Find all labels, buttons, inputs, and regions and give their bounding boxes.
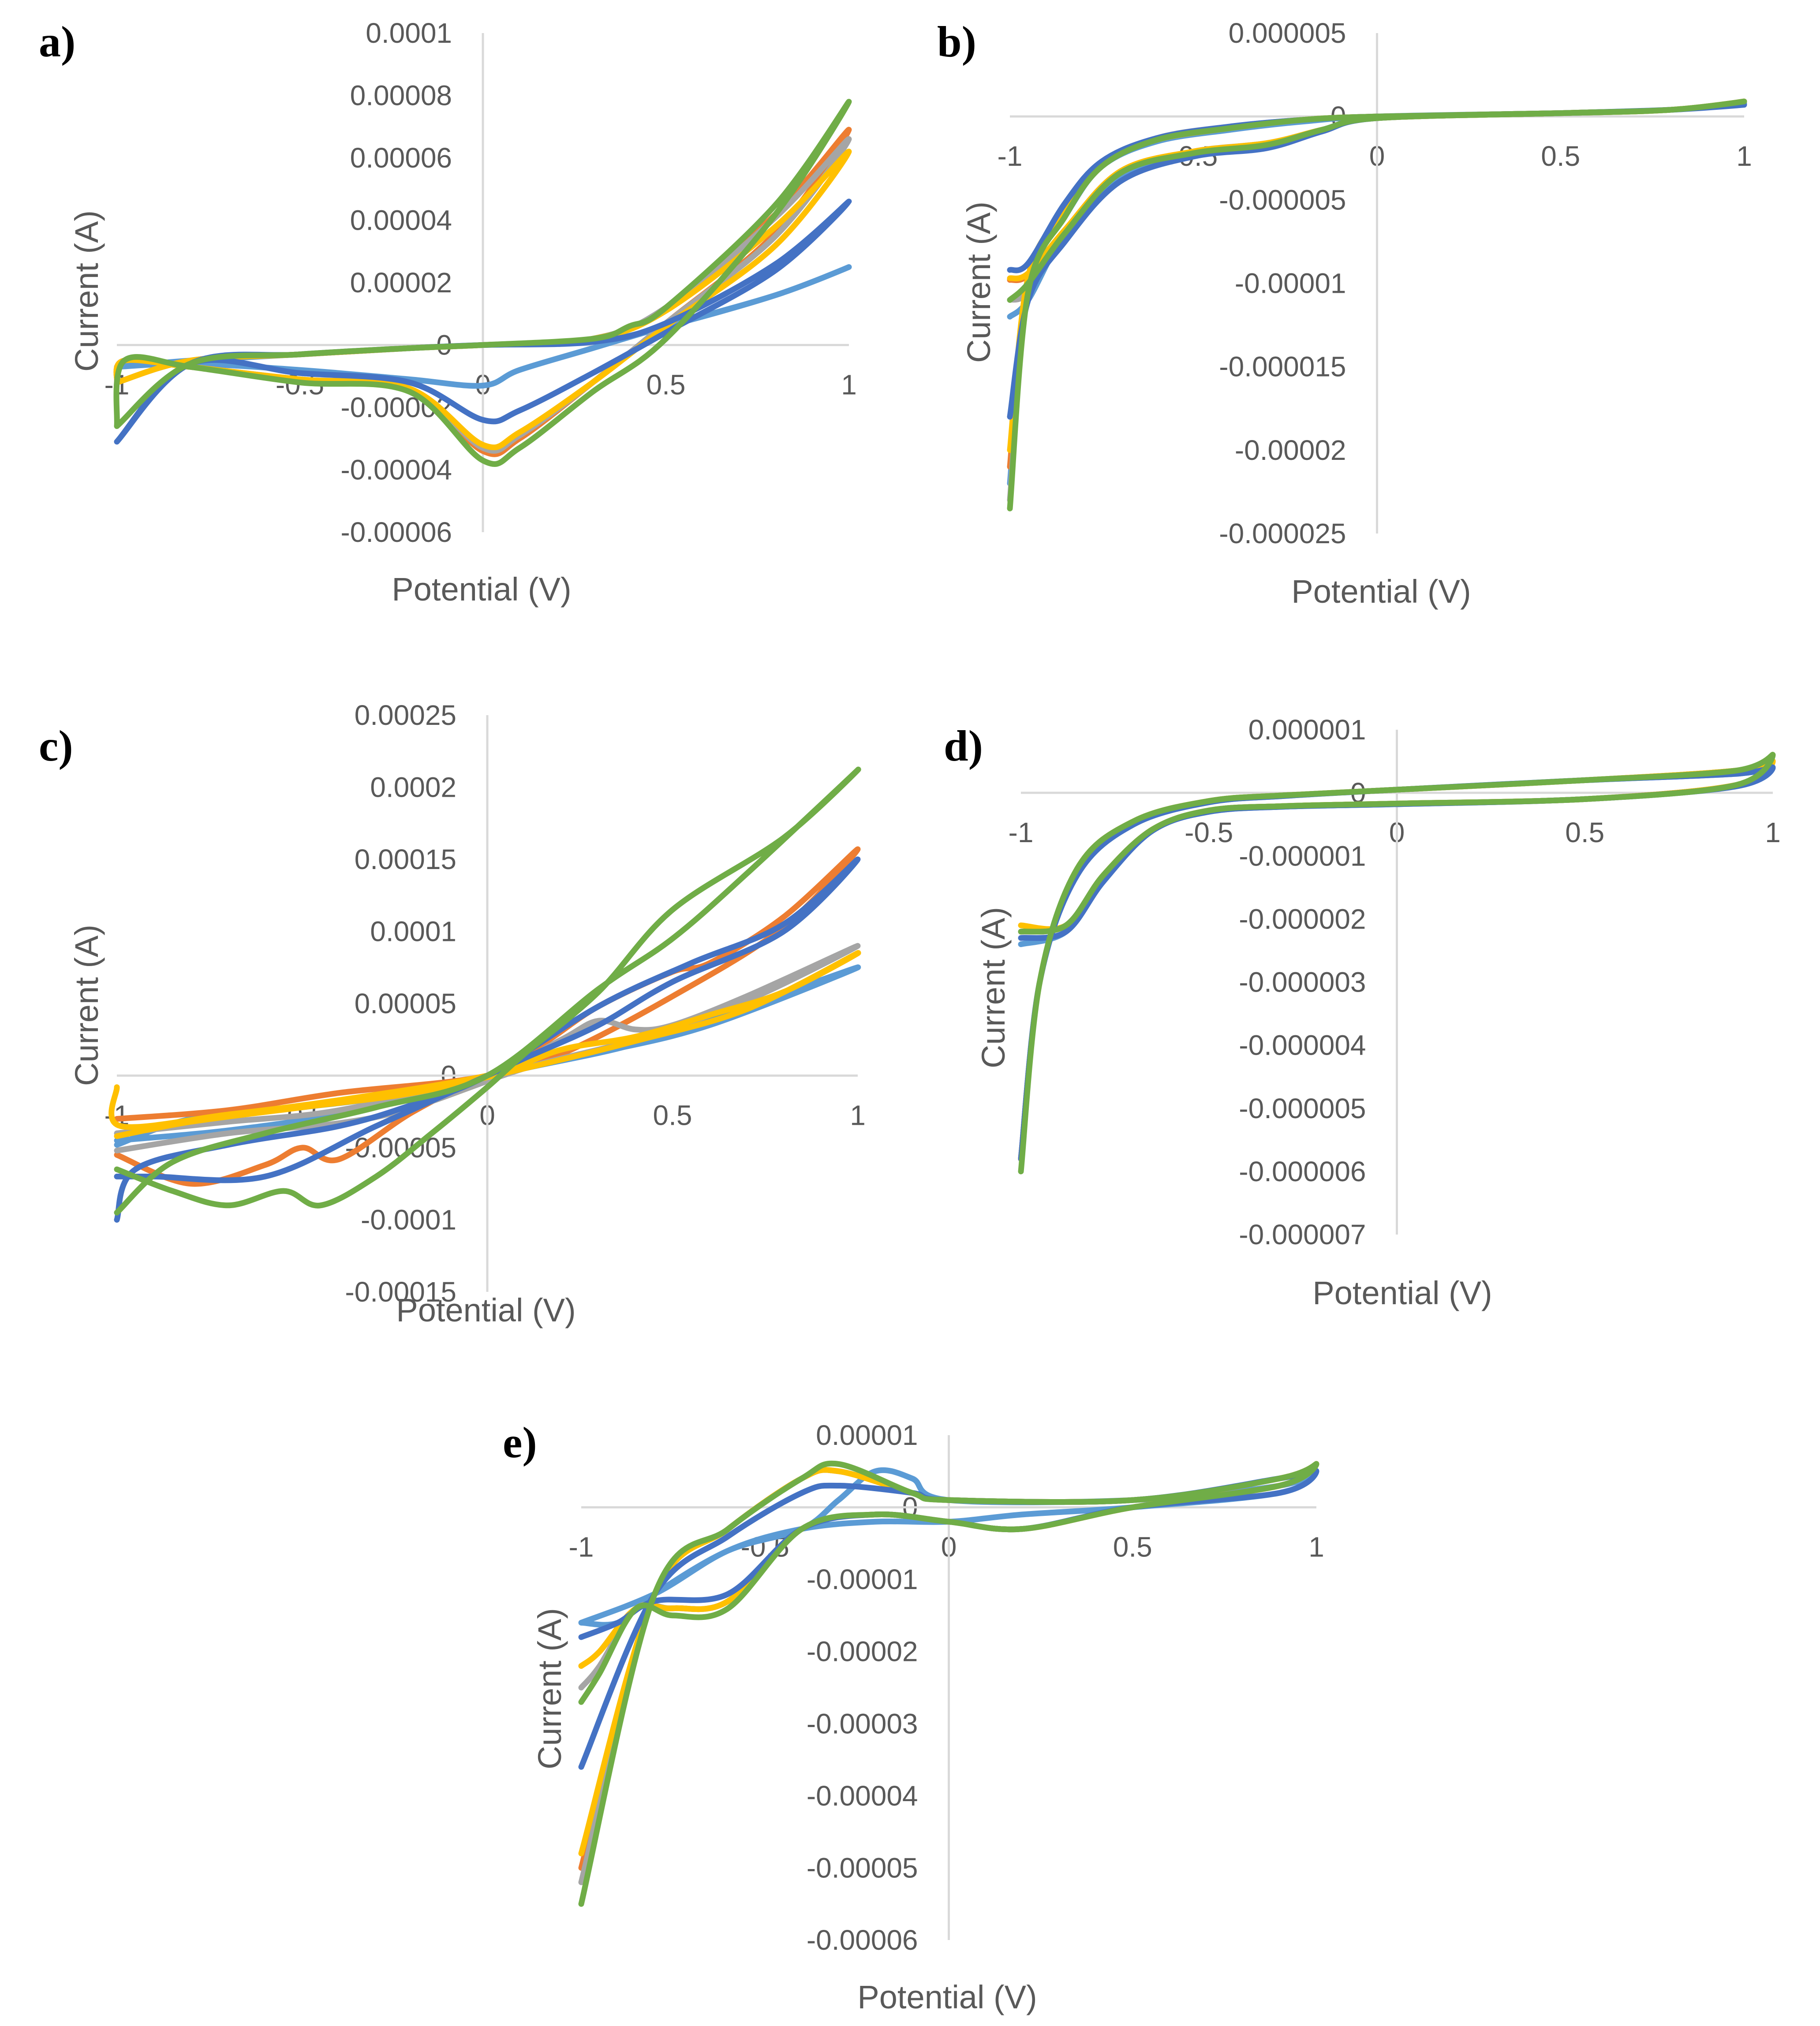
y-tick-label: 0.0001 — [370, 916, 456, 948]
y-axis-title: Current (A) — [531, 1608, 568, 1769]
y-tick-label: -0.00001 — [807, 1563, 918, 1595]
panel-b: b) 0.0000050-0.000005-0.00001-0.000015-0… — [937, 17, 1752, 610]
y-tick-label: 0.00002 — [350, 267, 452, 298]
series-line-6 — [578, 1460, 1319, 1907]
x-tick-label: 0.5 — [647, 369, 686, 401]
series-line-4 — [108, 950, 861, 1139]
y-tick-labels: 0.00010.000080.000060.000040.000020-0.00… — [340, 17, 452, 548]
panel-label: b) — [937, 17, 976, 66]
x-tick-label: 0.5 — [1113, 1531, 1152, 1563]
y-tick-labels: 0.000250.00020.000150.00010.000050-0.000… — [345, 699, 456, 1308]
y-tick-label: -0.00005 — [807, 1852, 918, 1884]
y-tick-label: -0.000004 — [1239, 1030, 1366, 1061]
x-tick-label: 1 — [841, 369, 857, 401]
series-line-6 — [1007, 98, 1747, 511]
y-tick-label: -0.000006 — [1239, 1156, 1366, 1187]
y-tick-label: 0.00001 — [816, 1419, 918, 1451]
x-axis-title: Potential (V) — [396, 1292, 576, 1328]
x-tick-label: -1 — [569, 1531, 594, 1563]
y-tick-labels: 0.000010-0.00001-0.00002-0.00003-0.00004… — [807, 1419, 918, 1956]
y-tick-label: -0.00015 — [345, 1276, 456, 1308]
y-axis-title: Current (A) — [68, 925, 105, 1086]
series-layer — [1007, 98, 1747, 511]
y-tick-label: 0.00015 — [355, 843, 456, 875]
y-tick-label: 0.00008 — [350, 80, 452, 112]
series-line-5 — [114, 856, 861, 1223]
y-tick-label: 0.00025 — [355, 699, 456, 731]
panel-e: e) 0.000010-0.00001-0.00002-0.00003-0.00… — [503, 1418, 1324, 2015]
y-tick-label: -0.00004 — [340, 454, 452, 486]
series-line-6 — [113, 99, 852, 467]
x-tick-label: 1 — [1736, 140, 1752, 172]
y-tick-label: 0.00005 — [355, 988, 456, 1019]
x-tick-label: 1 — [850, 1100, 866, 1131]
y-axis-title: Current (A) — [960, 201, 997, 363]
y-tick-label: 0.0001 — [366, 17, 452, 49]
y-tick-label: 0.00006 — [350, 142, 452, 174]
y-tick-label: 0.000001 — [1248, 714, 1366, 746]
x-axis-title: Potential (V) — [857, 1979, 1037, 2015]
x-tick-label: 0.5 — [653, 1100, 692, 1131]
x-tick-labels: -1 -0.5 0 0.5 1 — [1009, 817, 1781, 848]
panel-label: e) — [503, 1418, 537, 1467]
x-tick-label: -1 — [998, 140, 1023, 172]
y-tick-label: -0.00001 — [1235, 268, 1346, 299]
panel-c: c) 0.000250.00020.000150.00010.000050-0.… — [39, 699, 866, 1328]
x-tick-label: 1 — [1308, 1531, 1324, 1563]
y-tick-label: -0.00003 — [807, 1708, 918, 1739]
y-tick-label: -0.000015 — [1219, 351, 1346, 383]
y-tick-label: -0.000003 — [1239, 966, 1366, 998]
y-tick-label: -0.00004 — [807, 1780, 918, 1812]
y-tick-label: -0.000005 — [1219, 184, 1346, 216]
y-tick-label: -0.000002 — [1239, 903, 1366, 935]
x-axis-title: Potential (V) — [1312, 1275, 1492, 1311]
x-tick-label: 0.5 — [1541, 140, 1580, 172]
y-tick-label: -0.000007 — [1239, 1219, 1366, 1250]
x-axis-title: Potential (V) — [1291, 573, 1471, 610]
y-tick-label: -0.0001 — [361, 1204, 456, 1236]
y-axis-title: Current (A) — [975, 907, 1012, 1068]
series-line-6 — [114, 766, 861, 1216]
panel-label: c) — [39, 721, 73, 770]
y-tick-label: 0.000005 — [1229, 17, 1346, 49]
series-layer — [113, 99, 852, 467]
y-tick-label: -0.00002 — [807, 1636, 918, 1668]
panel-d: d) 0.0000010-0.000001-0.000002-0.000003-… — [944, 714, 1781, 1311]
x-tick-label: 0.5 — [1565, 817, 1604, 848]
y-tick-label: -0.00006 — [340, 516, 452, 548]
panel-label: a) — [39, 17, 75, 66]
series-layer — [578, 1460, 1319, 1907]
y-tick-label: -0.000005 — [1239, 1093, 1366, 1124]
y-tick-label: -0.000025 — [1219, 518, 1346, 549]
y-tick-labels: 0.0000050-0.000005-0.00001-0.000015-0.00… — [1219, 17, 1346, 549]
panel-label: d) — [944, 721, 983, 770]
x-axis-title: Potential (V) — [392, 571, 571, 608]
series-layer — [1018, 752, 1776, 1175]
x-tick-label: 1 — [1765, 817, 1781, 848]
y-tick-label: 0.00004 — [350, 205, 452, 236]
y-axis-title: Current (A) — [68, 210, 105, 372]
y-tick-label: -0.00002 — [1235, 434, 1346, 466]
y-tick-labels: 0.0000010-0.000001-0.000002-0.000003-0.0… — [1239, 714, 1366, 1250]
x-tick-label: -1 — [1009, 817, 1034, 848]
y-tick-label: 0.0002 — [370, 772, 456, 803]
y-tick-label: -0.000001 — [1239, 840, 1366, 872]
series-layer — [108, 766, 861, 1223]
x-tick-label: -0.5 — [1185, 817, 1233, 848]
panel-a: a) 0.00010.000080.000060.000040.000020-0… — [39, 17, 857, 608]
y-tick-label: -0.00006 — [807, 1924, 918, 1956]
series-line-6 — [1018, 752, 1776, 1175]
